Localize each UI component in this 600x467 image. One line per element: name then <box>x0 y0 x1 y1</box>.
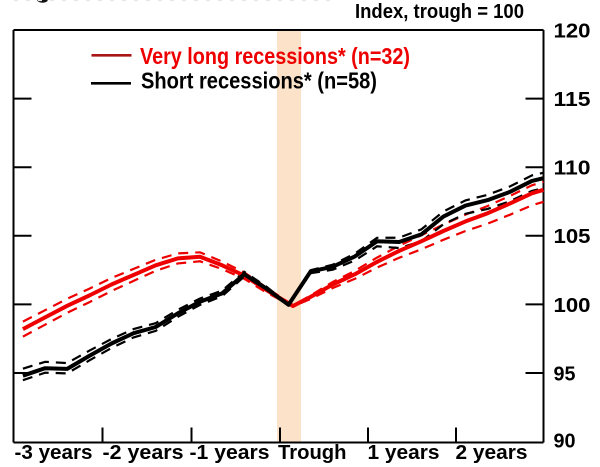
svg-text:90: 90 <box>554 429 576 452</box>
svg-text:120: 120 <box>554 19 591 42</box>
svg-text:105: 105 <box>554 225 591 248</box>
svg-text:110: 110 <box>554 157 591 180</box>
svg-text:Index, trough = 100: Index, trough = 100 <box>355 1 524 23</box>
svg-text:100: 100 <box>554 294 591 317</box>
svg-text:1 years: 1 years <box>368 441 440 464</box>
svg-text:2 years: 2 years <box>456 441 528 464</box>
svg-text:Very long recessions* (n=32): Very long recessions* (n=32) <box>140 43 410 69</box>
svg-text:-3 years: -3 years <box>15 441 93 464</box>
svg-text:Short recessions* (n=58): Short recessions* (n=58) <box>141 68 377 94</box>
svg-text:95: 95 <box>554 362 576 385</box>
svg-text:115: 115 <box>554 88 591 111</box>
svg-text:Trough: Trough <box>278 441 347 464</box>
svg-text:-1 years: -1 years <box>190 441 270 464</box>
svg-text:-2 years: -2 years <box>103 441 184 464</box>
